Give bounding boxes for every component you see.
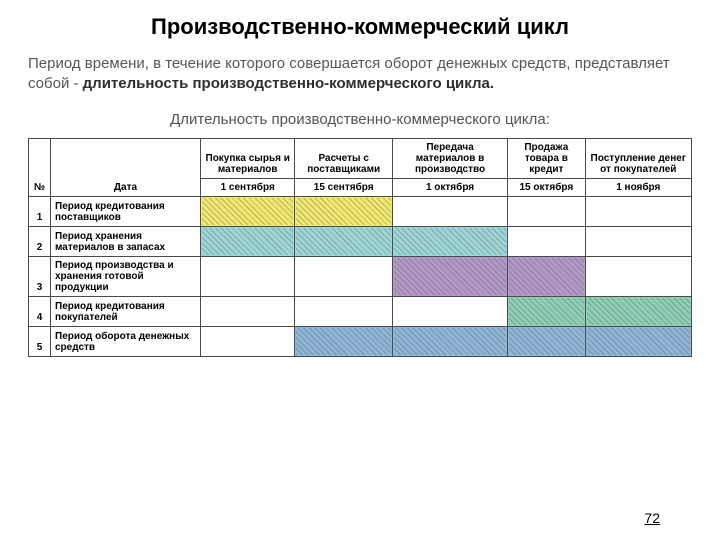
row-number: 5	[29, 326, 51, 356]
period-cell	[585, 256, 691, 296]
period-cell	[295, 196, 393, 226]
period-cell	[201, 326, 295, 356]
period-cell	[392, 226, 507, 256]
page-number: 72	[644, 510, 660, 526]
period-cell	[392, 256, 507, 296]
row-label: Период хранения материалов в запасах	[51, 226, 201, 256]
row-label: Период кредитования покупателей	[51, 296, 201, 326]
row-number: 2	[29, 226, 51, 256]
date-cell: 1 сентября	[201, 178, 295, 196]
period-cell	[295, 326, 393, 356]
period-cell	[201, 226, 295, 256]
event-header: Покупка сырья и материалов	[201, 138, 295, 178]
table-row: 5Период оборота денежных средств	[29, 326, 692, 356]
period-cell	[295, 296, 393, 326]
period-cell	[201, 296, 295, 326]
date-cell: 15 октября	[508, 178, 585, 196]
event-header: Поступление денег от покупателей	[585, 138, 691, 178]
period-cell	[508, 256, 585, 296]
period-cell	[392, 296, 507, 326]
period-cell	[392, 326, 507, 356]
period-cell	[508, 296, 585, 326]
table-row: 3Период производства и хранения готовой …	[29, 256, 692, 296]
row-label: Период кредитования поставщиков	[51, 196, 201, 226]
row-number: 3	[29, 256, 51, 296]
period-cell	[392, 196, 507, 226]
cycle-table: № Дата Покупка сырья и материалов Расчет…	[28, 138, 692, 357]
period-cell	[508, 226, 585, 256]
header-events-row: № Дата Покупка сырья и материалов Расчет…	[29, 138, 692, 178]
event-header: Расчеты с поставщиками	[295, 138, 393, 178]
period-cell	[508, 326, 585, 356]
row-label: Период оборота денежных средств	[51, 326, 201, 356]
intro-text: Период времени, в течение которого совер…	[28, 54, 692, 95]
event-header: Продажа товара в кредит	[508, 138, 585, 178]
row-number: 1	[29, 196, 51, 226]
date-cell: 1 ноября	[585, 178, 691, 196]
table-row: 1Период кредитования поставщиков	[29, 196, 692, 226]
period-cell	[585, 196, 691, 226]
period-cell	[508, 196, 585, 226]
period-cell	[585, 226, 691, 256]
subtitle: Длительность производственно-коммерческо…	[28, 111, 692, 128]
period-cell	[585, 296, 691, 326]
period-cell	[585, 326, 691, 356]
num-header: №	[29, 138, 51, 196]
date-cell: 1 октября	[392, 178, 507, 196]
period-cell	[201, 256, 295, 296]
period-cell	[295, 226, 393, 256]
intro-bold: длительность производственно-коммерческо…	[83, 75, 494, 92]
table-row: 2Период хранения материалов в запасах	[29, 226, 692, 256]
date-cell: 15 сентября	[295, 178, 393, 196]
cycle-tbody: 1Период кредитования поставщиков2Период …	[29, 196, 692, 356]
page-title: Производственно-коммерческий цикл	[28, 14, 692, 40]
period-cell	[201, 196, 295, 226]
row-label: Период производства и хранения готовой п…	[51, 256, 201, 296]
period-cell	[295, 256, 393, 296]
table-row: 4Период кредитования покупателей	[29, 296, 692, 326]
row-number: 4	[29, 296, 51, 326]
date-header: Дата	[51, 138, 201, 196]
event-header: Передача материалов в производство	[392, 138, 507, 178]
